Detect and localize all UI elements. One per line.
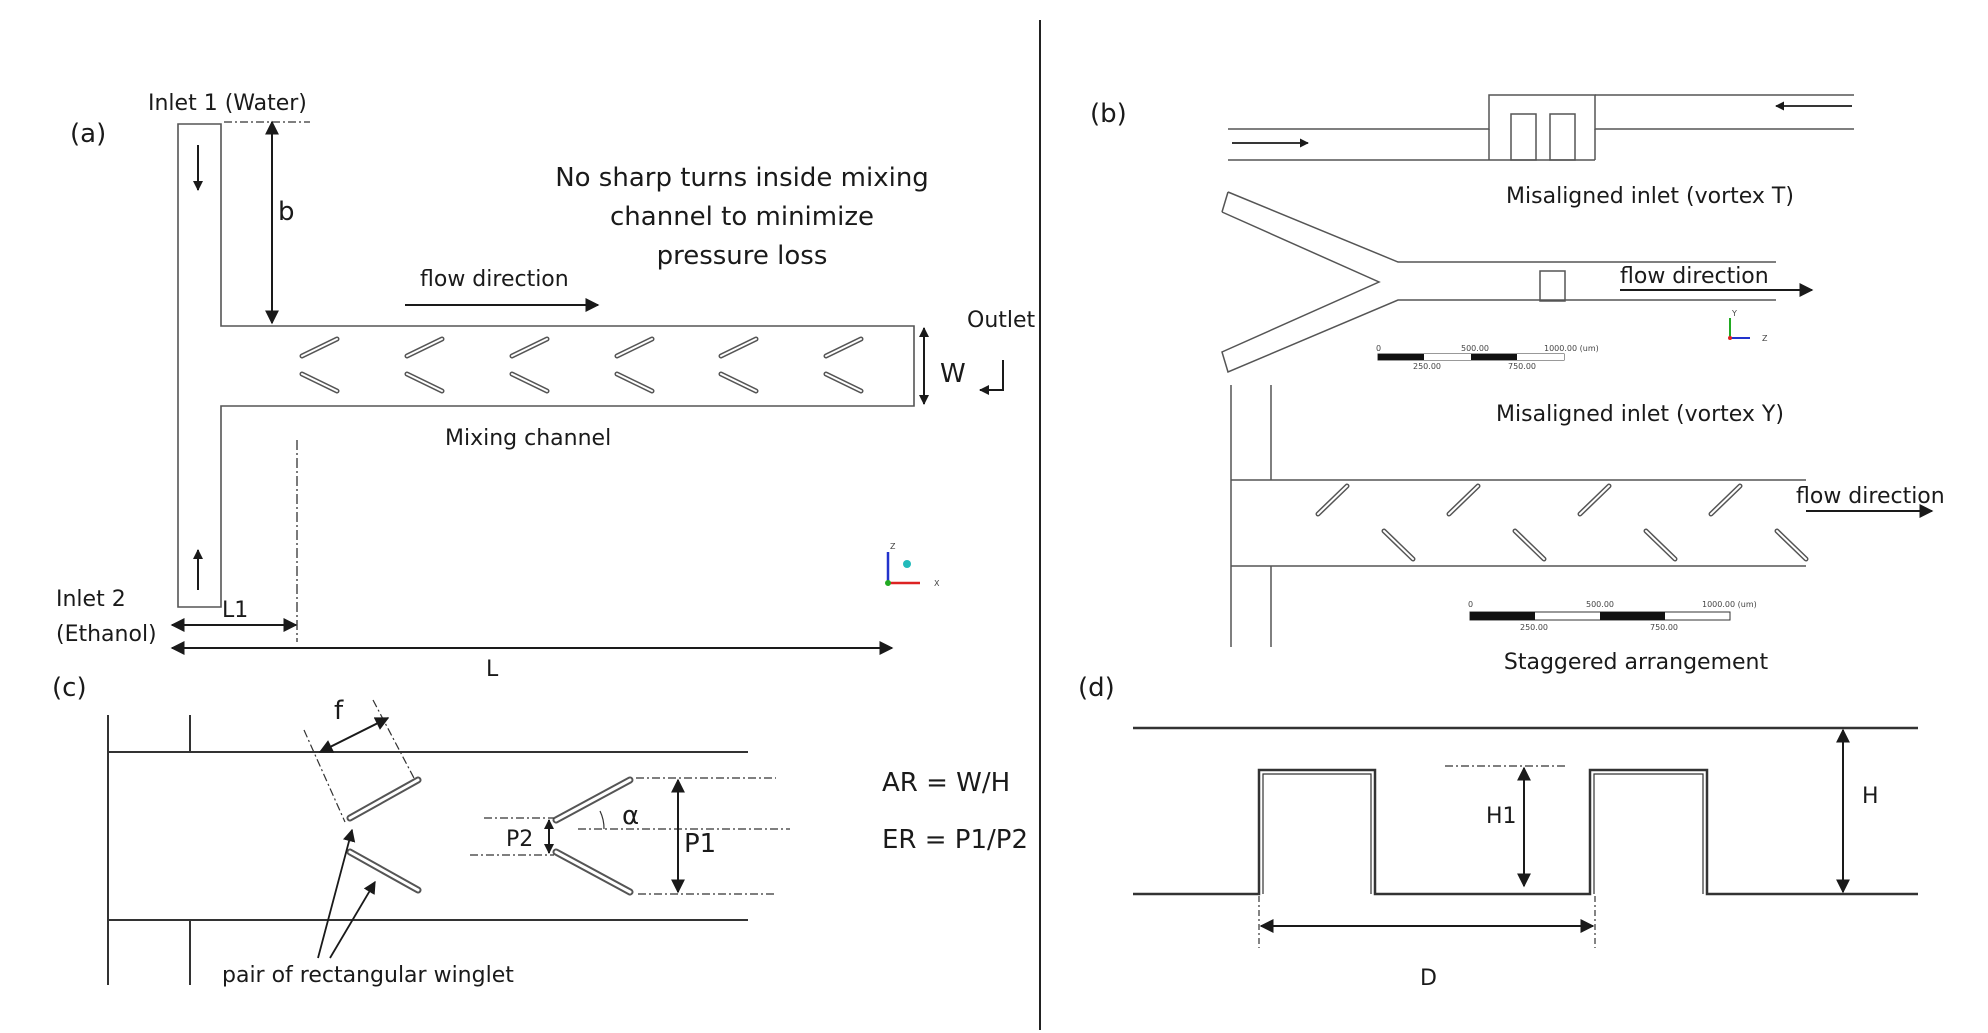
svg-text:750.00: 750.00 bbox=[1508, 362, 1536, 371]
panel-b-label: (b) bbox=[1090, 99, 1127, 129]
winglet-pointer-1 bbox=[317, 828, 356, 959]
staggered-winglets bbox=[1315, 483, 1809, 562]
dim-l1-label: L1 bbox=[222, 598, 248, 623]
flow-direction-label: flow direction bbox=[420, 267, 569, 292]
dim-h-label: H bbox=[1862, 784, 1879, 809]
svg-text:0: 0 bbox=[1468, 600, 1473, 609]
winglet-pairs bbox=[299, 336, 864, 394]
winglet-caption: pair of rectangular winglet bbox=[222, 963, 514, 988]
f-ref-line-left bbox=[303, 729, 346, 823]
outlet-arrow bbox=[979, 360, 1004, 395]
c-ref-lines bbox=[470, 777, 790, 895]
mixing-channel-label: Mixing channel bbox=[445, 426, 611, 451]
vortex-y-geometry bbox=[1221, 191, 1776, 374]
winglet-pairs-inner bbox=[301, 338, 862, 392]
panel-b: (b) Misaligned inlet (vortex T) flow dir… bbox=[1090, 94, 1945, 675]
alpha-label: α bbox=[622, 801, 639, 831]
axis-triad-a: Z X bbox=[885, 542, 940, 588]
alpha-arc bbox=[599, 810, 605, 830]
svg-text:Z: Z bbox=[1762, 334, 1768, 343]
vortex-t-geometry bbox=[1228, 94, 1854, 161]
inlet1-label: Inlet 1 (Water) bbox=[148, 91, 307, 116]
svg-text:500.00: 500.00 bbox=[1586, 600, 1614, 609]
staggered-winglets-inner bbox=[1317, 485, 1807, 560]
svg-text:1000.00 (um): 1000.00 (um) bbox=[1544, 344, 1599, 353]
svg-text:Y: Y bbox=[1731, 309, 1737, 318]
svg-text:X: X bbox=[934, 579, 940, 588]
flow-direction-label-b2: flow direction bbox=[1796, 484, 1945, 509]
svg-text:250.00: 250.00 bbox=[1520, 623, 1548, 632]
dim-f-label: f bbox=[334, 696, 344, 726]
svg-text:0: 0 bbox=[1376, 344, 1381, 353]
scale-bar-1: 0 500.00 1000.00 (um) 250.00 750.00 bbox=[1376, 344, 1599, 371]
d-channel bbox=[1133, 726, 1918, 896]
caption-staggered: Staggered arrangement bbox=[1504, 650, 1769, 675]
dim-b-label: b bbox=[278, 197, 295, 227]
dim-f-arrow bbox=[318, 717, 390, 753]
axis-triad-b: Y Z bbox=[1728, 309, 1768, 343]
dim-l-label: L bbox=[486, 657, 499, 682]
expansion-ratio-formula: ER = P1/P2 bbox=[882, 825, 1028, 855]
staggered-geometry bbox=[1230, 385, 1806, 647]
caption-vortex-y: Misaligned inlet (vortex Y) bbox=[1496, 402, 1784, 427]
dim-d-label: D bbox=[1420, 966, 1437, 991]
f-ref-line-right bbox=[372, 699, 416, 781]
svg-text:Z: Z bbox=[890, 542, 896, 551]
design-note-line2: channel to minimize bbox=[610, 202, 874, 232]
scale-bar-2: 0 500.00 1000.00 (um) 250.00 750.00 bbox=[1468, 600, 1757, 632]
caption-vortex-t: Misaligned inlet (vortex T) bbox=[1506, 184, 1794, 209]
t-channel-outline bbox=[177, 123, 915, 608]
winglet-pointer-2 bbox=[329, 880, 376, 959]
svg-text:750.00: 750.00 bbox=[1650, 623, 1678, 632]
panel-a: (a) Inlet 1 (Water) b No sharp turns ins… bbox=[56, 91, 1036, 682]
outlet-label: Outlet bbox=[967, 308, 1036, 333]
aspect-ratio-formula: AR = W/H bbox=[882, 768, 1010, 798]
inlet2-label-line2: (Ethanol) bbox=[56, 622, 157, 647]
panel-d-label: (d) bbox=[1078, 673, 1115, 703]
panel-d: (d) H1 H D bbox=[1078, 673, 1918, 991]
panel-a-label: (a) bbox=[70, 119, 106, 149]
panel-c: (c) f bbox=[52, 673, 1028, 988]
flow-direction-label-b1: flow direction bbox=[1620, 264, 1769, 289]
dim-p2-label: P2 bbox=[506, 827, 533, 852]
design-note-line1: No sharp turns inside mixing bbox=[555, 163, 929, 193]
dim-w-label: W bbox=[940, 359, 966, 389]
design-note-line3: pressure loss bbox=[657, 241, 828, 271]
c-winglets-inner bbox=[348, 778, 632, 894]
dim-h1-label: H1 bbox=[1486, 804, 1517, 829]
svg-text:250.00: 250.00 bbox=[1413, 362, 1441, 371]
c-channel-walls bbox=[107, 715, 748, 985]
svg-text:500.00: 500.00 bbox=[1461, 344, 1489, 353]
svg-text:1000.00 (um): 1000.00 (um) bbox=[1702, 600, 1757, 609]
panel-c-label: (c) bbox=[52, 673, 87, 703]
inlet2-label-line1: Inlet 2 bbox=[56, 587, 126, 612]
dim-p1-label: P1 bbox=[684, 829, 716, 859]
